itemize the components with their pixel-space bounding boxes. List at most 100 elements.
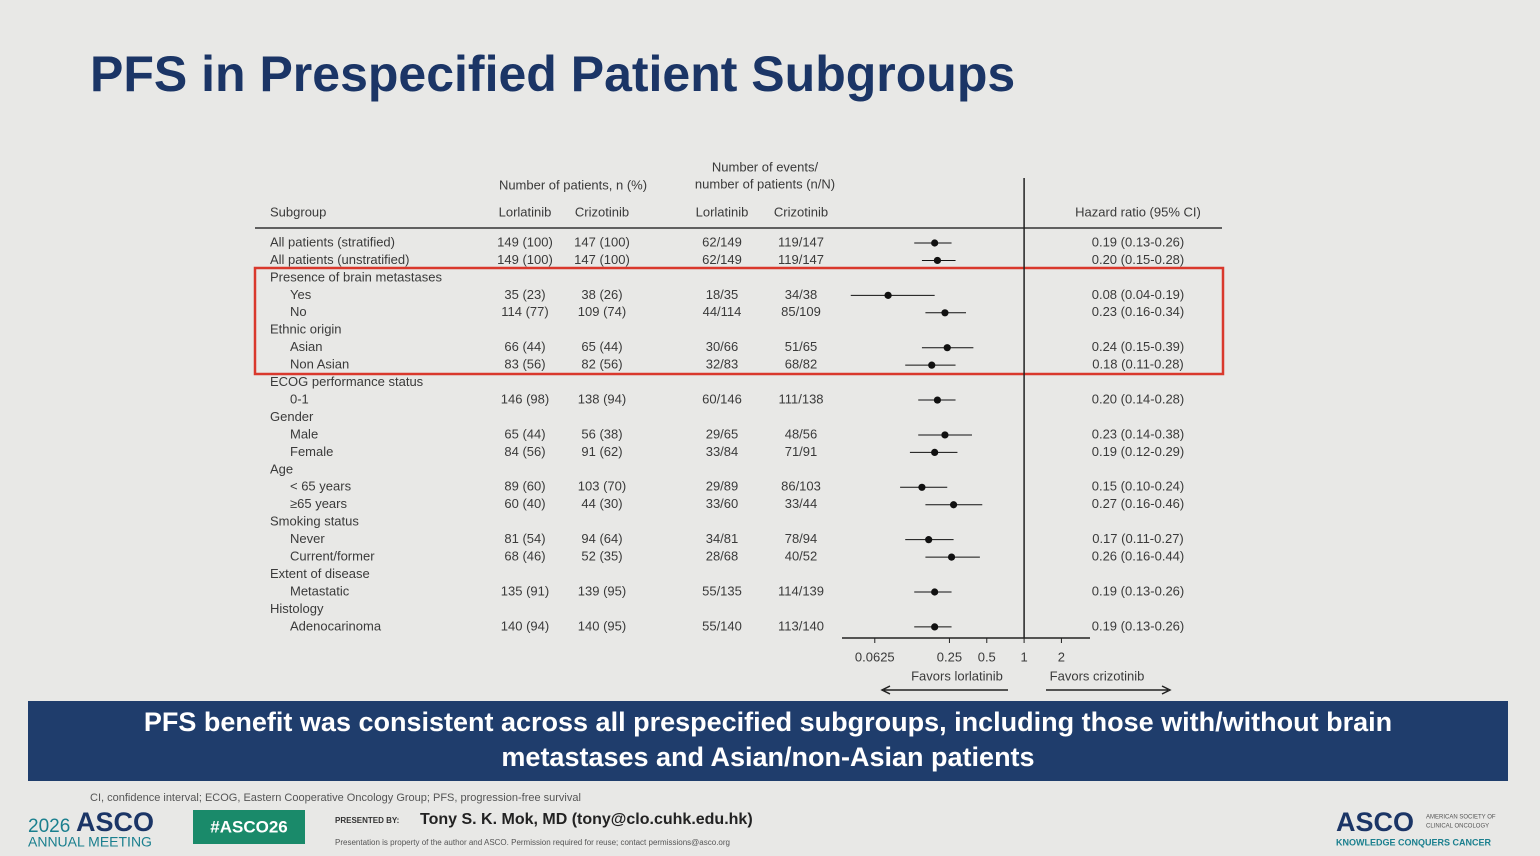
table-cell: 60/146 (702, 391, 742, 406)
hazard-ratio-point (943, 344, 951, 352)
subgroup-label: ≥65 years (290, 496, 347, 511)
subgroup-header: Extent of disease (270, 566, 370, 581)
table-cell: 56 (38) (581, 426, 622, 441)
org-logo: ASCO (1336, 807, 1414, 837)
table-cell: 29/65 (706, 426, 739, 441)
table-cell: 33/44 (785, 496, 818, 511)
table-cell: 114/139 (778, 583, 824, 598)
table-cell: 81 (54) (504, 531, 545, 546)
table-cell: 66 (44) (504, 339, 545, 354)
x-tick-label: 0.5 (978, 649, 996, 664)
hazard-ratio-point (941, 431, 949, 439)
table-cell: 32/83 (706, 357, 739, 372)
table-cell: 33/60 (706, 496, 739, 511)
table-cell: 138 (94) (578, 391, 626, 406)
hazard-ratio-point (884, 291, 892, 299)
subgroup-label: 0-1 (290, 391, 309, 406)
hazard-ratio-label: 0.23 (0.14-0.38) (1092, 426, 1185, 441)
table-cell: 114 (77) (501, 304, 548, 319)
subgroup-header: ECOG performance status (270, 374, 424, 389)
table-cell: 51/65 (785, 339, 818, 354)
table-cell: 83 (56) (504, 357, 545, 372)
hazard-ratio-point (947, 553, 956, 561)
hazard-ratio-point (931, 588, 939, 596)
hashtag: #ASCO26 (210, 817, 287, 836)
hazard-ratio-label: 0.18 (0.11-0.28) (1092, 357, 1184, 372)
presenter: Tony S. K. Mok, MD (tony@clo.cuhk.edu.hk… (420, 811, 753, 828)
column-header: Crizotinib (774, 204, 828, 219)
table-cell: 60 (40) (504, 496, 545, 511)
hazard-ratio-label: 0.19 (0.12-0.29) (1092, 444, 1185, 459)
hazard-ratio-label: 0.20 (0.15-0.28) (1092, 252, 1185, 267)
subgroup-label: No (290, 304, 307, 319)
meeting-name: ASCO (76, 807, 154, 837)
table-cell: 119/147 (778, 252, 824, 267)
table-cell: 28/68 (706, 549, 739, 564)
table-cell: 147 (100) (574, 252, 630, 267)
x-tick-label: 0.25 (937, 649, 962, 664)
x-tick-label: 2 (1058, 649, 1065, 664)
subgroup-label: Male (290, 426, 318, 441)
table-cell: 62/149 (702, 252, 742, 267)
hashtag-box (193, 810, 305, 844)
table-cell: 78/94 (785, 531, 818, 546)
table-cell: 44 (30) (581, 496, 622, 511)
banner-text: PFS benefit was consistent across all pr… (144, 707, 1392, 737)
table-cell: 149 (100) (497, 234, 553, 249)
table-cell: 149 (100) (497, 252, 553, 267)
org-name: CLINICAL ONCOLOGY (1426, 824, 1489, 830)
subgroup-label: Never (290, 531, 325, 546)
table-cell: 139 (95) (578, 583, 626, 598)
subgroup-header: Smoking status (270, 514, 359, 529)
banner (28, 701, 1508, 781)
column-group-header: number of patients (n/N) (695, 176, 835, 191)
subgroup-header: Age (270, 461, 293, 476)
hazard-ratio-point (933, 256, 942, 265)
table-cell: 18/35 (706, 287, 739, 302)
table-cell: 91 (62) (581, 444, 622, 459)
subgroup-header: Presence of brain metastases (270, 269, 442, 284)
column-group-header: Number of patients, n (%) (499, 177, 647, 192)
table-cell: 140 (95) (578, 618, 626, 633)
table-cell: 38 (26) (581, 287, 622, 302)
column-header: Hazard ratio (95% CI) (1075, 204, 1201, 219)
subgroup-label: < 65 years (290, 479, 352, 494)
table-cell: 52 (35) (581, 549, 622, 564)
table-cell: 48/56 (785, 426, 818, 441)
subgroup-label: Yes (290, 287, 312, 302)
hazard-ratio-point (941, 309, 949, 317)
hazard-ratio-label: 0.19 (0.13-0.26) (1092, 234, 1185, 249)
table-cell: 35 (23) (504, 287, 545, 302)
x-tick-label: 0.0625 (855, 649, 895, 664)
presented-by: PRESENTED BY: (335, 816, 399, 825)
hazard-ratio-label: 0.23 (0.16-0.34) (1092, 304, 1185, 319)
hazard-ratio-point (918, 483, 926, 491)
highlight-box (253, 266, 1225, 376)
column-group-header: Number of events/ (712, 159, 819, 174)
table-cell: 30/66 (706, 339, 739, 354)
table-cell: 86/103 (781, 479, 821, 494)
hazard-ratio-label: 0.17 (0.11-0.27) (1092, 531, 1184, 546)
footnote: CI, confidence interval; ECOG, Eastern C… (90, 792, 581, 804)
table-cell: 85/109 (781, 304, 821, 319)
hazard-ratio-point (928, 361, 936, 369)
banner-text: metastases and Asian/non-Asian patients (501, 742, 1034, 772)
table-cell: 119/147 (778, 234, 824, 249)
subgroup-label: Asian (290, 339, 323, 354)
table-cell: 84 (56) (504, 444, 545, 459)
hazard-ratio-label: 0.24 (0.15-0.39) (1092, 339, 1185, 354)
table-cell: 68/82 (785, 357, 818, 372)
hazard-ratio-label: 0.19 (0.13-0.26) (1092, 618, 1185, 633)
meeting-sub: ANNUAL MEETING (28, 834, 152, 850)
table-cell: 82 (56) (581, 357, 622, 372)
table-cell: 34/38 (785, 287, 818, 302)
table-cell: 140 (94) (501, 618, 549, 633)
table-cell: 71/91 (785, 444, 818, 459)
hazard-ratio-label: 0.27 (0.16-0.46) (1092, 496, 1185, 511)
subgroup-label: Current/former (290, 549, 375, 564)
table-cell: 40/52 (785, 549, 818, 564)
table-cell: 44/114 (703, 304, 742, 319)
favors-arrow (1046, 685, 1172, 695)
table-cell: 146 (98) (501, 391, 549, 406)
